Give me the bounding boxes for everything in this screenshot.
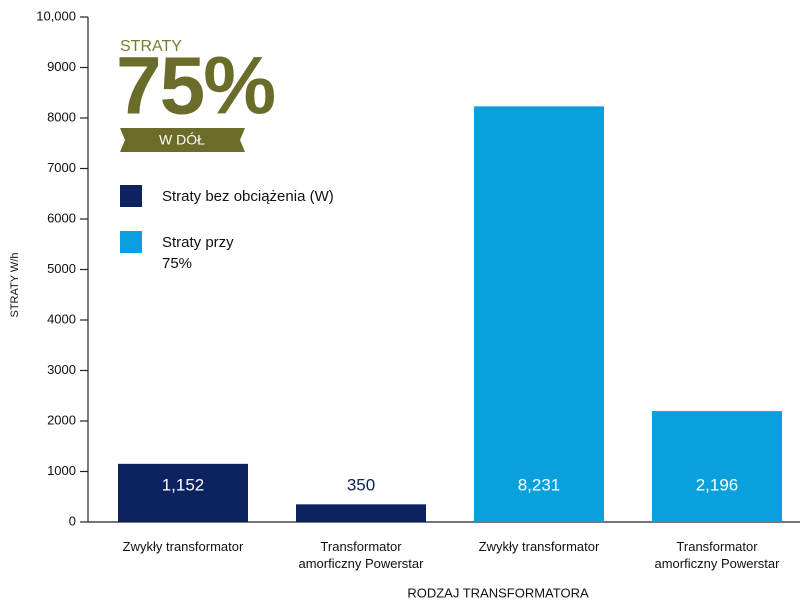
annotation-banner — [120, 128, 245, 152]
x-tick-label: Zwykły transformator — [478, 539, 600, 554]
bar — [118, 463, 248, 522]
x-tick-label: Transformator amorficzny Powerstar — [298, 539, 424, 571]
x-axis-label: RODZAJ TRANSFORMATORA — [407, 585, 589, 600]
bar — [296, 504, 426, 522]
y-tick-label: 7000 — [47, 160, 76, 175]
y-tick-label: 6000 — [47, 210, 76, 225]
y-tick-label: 9000 — [47, 59, 76, 74]
annotation-note: W DÓŁ — [159, 132, 205, 148]
y-tick-label: 4000 — [47, 311, 76, 326]
legend-entry: Straty bez obciążenia (W) — [162, 188, 334, 205]
y-tick-label: 10,000 — [36, 8, 76, 23]
data-label: 350 — [347, 475, 375, 494]
legend-swatch — [120, 185, 142, 207]
y-tick-label: 5000 — [47, 261, 76, 276]
annotation-value: 75% — [116, 41, 274, 132]
y-tick-label: 1000 — [47, 463, 76, 478]
legend-swatch — [120, 231, 142, 253]
y-tick-label: 8000 — [47, 109, 76, 124]
data-label: 8,231 — [518, 475, 561, 494]
y-tick-label: 2000 — [47, 412, 76, 427]
annotation-label: STRATY — [120, 38, 182, 55]
data-label: 1,152 — [162, 475, 205, 494]
bar — [474, 106, 604, 522]
y-axis-label: STRATY W/h — [9, 253, 21, 318]
y-tick-label: 3000 — [47, 362, 76, 377]
data-label: 2,196 — [696, 475, 739, 494]
x-tick-label: Transformator amorficzny Powerstar — [654, 539, 780, 571]
x-tick-label: Zwykły transformator — [122, 539, 244, 554]
legend-entry: Straty przy 75% — [162, 234, 234, 272]
bar — [652, 411, 782, 522]
y-tick-label: 0 — [69, 513, 76, 528]
